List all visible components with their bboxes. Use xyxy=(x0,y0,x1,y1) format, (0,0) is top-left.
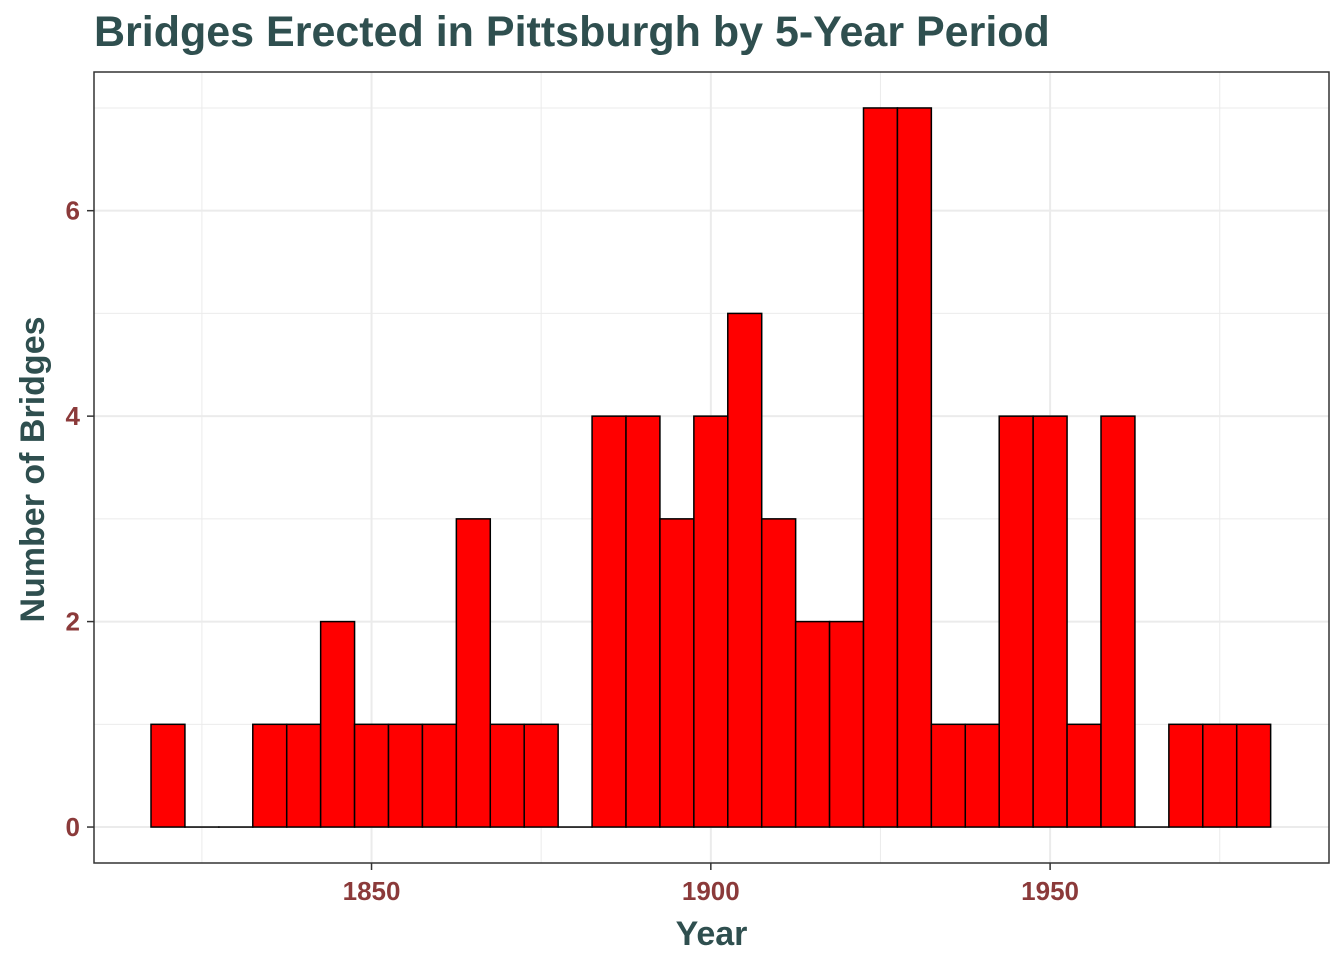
histogram-bar xyxy=(794,620,831,828)
histogram-bar xyxy=(591,415,627,828)
histogram-bar xyxy=(659,518,695,828)
histogram-bar xyxy=(1202,723,1238,828)
histogram-bar xyxy=(760,518,797,828)
histogram-bar xyxy=(387,723,424,828)
y-axis: 0 2 4 6 xyxy=(66,196,94,842)
x-tick-label: 1950 xyxy=(1021,876,1079,906)
x-axis: 1850 1900 1950 xyxy=(343,863,1079,906)
x-tick-label: 1900 xyxy=(682,876,740,906)
y-tick-label: 6 xyxy=(66,196,80,226)
histogram-bar xyxy=(489,723,525,828)
x-tick-label: 1850 xyxy=(343,876,401,906)
chart-title: Bridges Erected in Pittsburgh by 5-Year … xyxy=(94,8,1050,56)
histogram-bar xyxy=(896,107,933,828)
y-tick-label: 2 xyxy=(66,607,80,637)
histogram-bar xyxy=(252,723,288,828)
histogram-bar xyxy=(727,312,763,828)
histogram-bar xyxy=(353,723,390,828)
y-tick-label: 4 xyxy=(66,401,81,431)
histogram-bar xyxy=(1066,723,1102,828)
bars xyxy=(150,107,1272,828)
histogram-bar xyxy=(930,723,967,828)
y-tick-label: 0 xyxy=(66,812,80,842)
histogram-bar xyxy=(1100,415,1136,828)
histogram-bar xyxy=(964,723,1000,828)
histogram-bar xyxy=(1168,723,1204,828)
histogram-bar xyxy=(862,107,899,828)
histogram-bar xyxy=(455,518,492,828)
histogram-bar xyxy=(998,415,1034,828)
histogram-bar xyxy=(625,415,661,828)
histogram-bar xyxy=(693,415,729,828)
histogram-bar xyxy=(285,723,322,828)
y-axis-title: Number of Bridges xyxy=(14,316,52,622)
histogram-bar xyxy=(1032,415,1068,828)
histogram-bar xyxy=(319,620,356,828)
histogram-bar xyxy=(150,723,186,828)
histogram-bar xyxy=(828,620,865,828)
x-axis-title: Year xyxy=(676,915,748,953)
histogram-bar xyxy=(421,723,458,828)
histogram-bar xyxy=(1235,723,1272,828)
histogram-bar xyxy=(523,723,559,828)
